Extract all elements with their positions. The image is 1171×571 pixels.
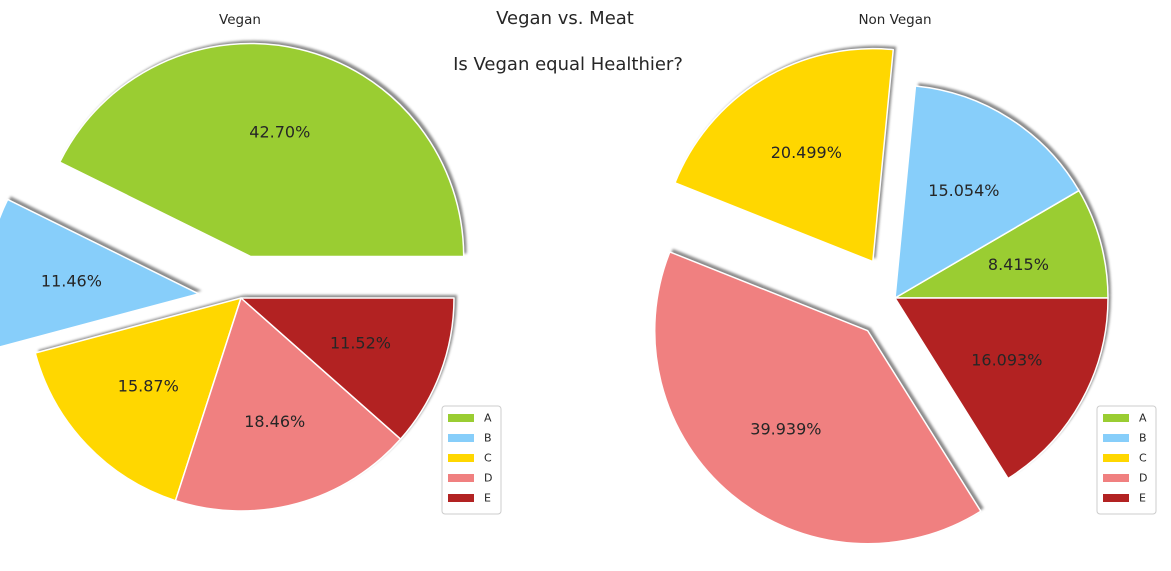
wedge-a — [58, 42, 465, 258]
legend-label: D — [484, 472, 492, 485]
wedge-d — [174, 297, 402, 512]
pie-labels: 42.70% 11.46% 15.87% 18.46% 11.52% — [41, 123, 391, 431]
pie-title-non-vegan: Non Vegan — [858, 12, 931, 28]
pie-chart-non-vegan: Non Vegan 8.415% 15.054% 20.499% 39.939% 16.… — [654, 12, 1157, 545]
wedge-c — [674, 47, 895, 263]
pie-chart-vegan: Vegan 42.70% 11.46% 15.87% 18.46% 11.52% ABCD… — [0, 12, 502, 515]
wedge-value-label: 39.939% — [750, 419, 821, 438]
figure-subtitle: Is Vegan equal Healthier? — [453, 54, 683, 75]
wedge-c — [34, 297, 242, 502]
legend-swatch-e — [448, 494, 474, 502]
legend-label: D — [1139, 472, 1147, 485]
legend-label: B — [1139, 432, 1147, 445]
legend-swatch-d — [1103, 474, 1129, 482]
legend-swatch-d — [448, 474, 474, 482]
wedge-e — [240, 297, 455, 440]
wedge-value-label: 15.87% — [118, 377, 179, 396]
pie-labels: 8.415% 15.054% 20.499% 39.939% 16.093% — [750, 143, 1049, 438]
wedge-value-label: 15.054% — [928, 181, 999, 200]
wedge-value-label: 16.093% — [971, 350, 1042, 369]
figure-title: Vegan vs. Meat — [496, 8, 634, 29]
legend-label: C — [1139, 452, 1147, 465]
legend-label: E — [484, 492, 491, 505]
legend-label: B — [484, 432, 492, 445]
pie-title-vegan: Vegan — [219, 12, 261, 28]
legend-label: E — [1139, 492, 1146, 505]
legend-swatch-b — [1103, 434, 1129, 442]
wedge-value-label: 18.46% — [244, 412, 305, 431]
legend-label: C — [484, 452, 492, 465]
wedge-e — [894, 297, 1109, 480]
legend-swatch-a — [448, 414, 474, 422]
legend-swatch-c — [1103, 454, 1129, 462]
legend-swatch-e — [1103, 494, 1129, 502]
legend-swatch-a — [1103, 414, 1129, 422]
pie-wedges — [0, 42, 465, 512]
wedge-value-label: 8.415% — [988, 255, 1049, 274]
pie-wedges — [654, 47, 1109, 545]
wedge-b — [0, 198, 200, 348]
wedge-value-label: 11.46% — [41, 272, 102, 291]
legend-label: A — [1139, 412, 1147, 425]
wedge-value-label: 42.70% — [249, 123, 310, 142]
legend-swatch-c — [448, 454, 474, 462]
wedge-b — [894, 85, 1080, 299]
wedge-value-label: 20.499% — [771, 143, 842, 162]
wedge-a — [894, 189, 1109, 299]
legend-swatch-b — [448, 434, 474, 442]
wedge-value-label: 11.52% — [330, 334, 391, 353]
legend-label: A — [484, 412, 492, 425]
wedge-d — [654, 251, 982, 545]
